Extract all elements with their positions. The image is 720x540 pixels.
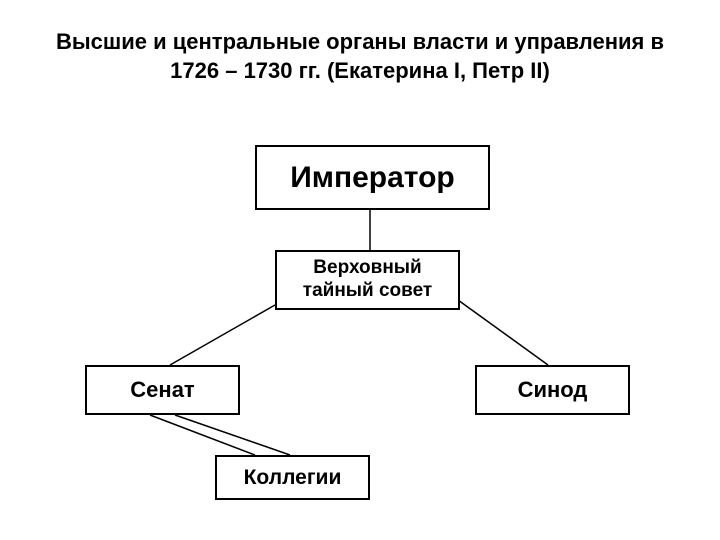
- node-emperor-label: Император: [290, 161, 455, 195]
- node-colleges-label: Коллегии: [244, 466, 342, 490]
- node-synod: Синод: [475, 365, 630, 415]
- node-colleges: Коллегии: [215, 455, 370, 500]
- edge-council-synod: [458, 300, 548, 365]
- edge-senate-colleges-a: [150, 415, 255, 455]
- node-council-label: Верховныйтайный совет: [303, 257, 432, 303]
- node-council: Верховныйтайный совет: [275, 250, 460, 310]
- edge-senate-colleges-b: [175, 415, 290, 455]
- node-senate-label: Сенат: [130, 377, 194, 403]
- edge-council-senate: [170, 305, 275, 365]
- diagram-title: Высшие и центральные органы власти и упр…: [40, 28, 680, 85]
- node-synod-label: Синод: [518, 377, 588, 403]
- node-emperor: Император: [255, 145, 490, 210]
- node-senate: Сенат: [85, 365, 240, 415]
